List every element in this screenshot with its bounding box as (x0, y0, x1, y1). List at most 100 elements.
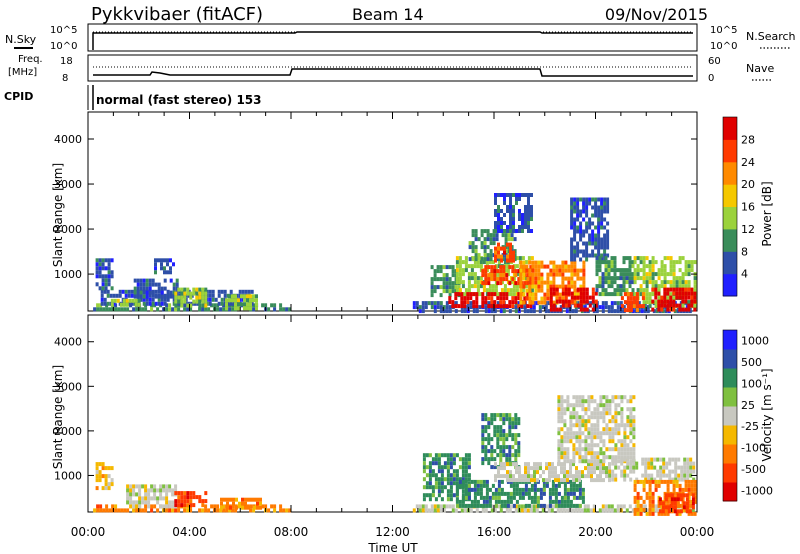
heatmap-cell (246, 294, 249, 299)
heatmap-cell (431, 489, 435, 494)
x-tick-label: 04:00 (172, 525, 207, 539)
heatmap-cell (126, 496, 130, 501)
heatmap-cell (628, 284, 632, 289)
heatmap-cell (678, 307, 682, 312)
heatmap-cell (590, 474, 593, 479)
heatmap-cell (494, 201, 497, 205)
heatmap-cell (195, 287, 199, 292)
heatmap-cell (521, 487, 525, 492)
heatmap-cell (183, 508, 187, 513)
power-ylabel: Slant Range [km] (51, 163, 65, 267)
heatmap-cell (600, 253, 604, 258)
heatmap-cell (145, 290, 149, 295)
heatmap-cell (552, 268, 556, 273)
heatmap-cell (201, 503, 205, 508)
heatmap-cell (524, 470, 527, 475)
heatmap-cell (594, 197, 598, 202)
heatmap-cell (430, 265, 434, 270)
heatmap-cell (264, 504, 268, 509)
heatmap-cell (582, 217, 586, 222)
heatmap-cell (608, 478, 611, 483)
heatmap-cell (651, 511, 655, 516)
heatmap-cell (591, 249, 595, 254)
heatmap-cell (576, 241, 580, 246)
heatmap-cell (682, 501, 686, 506)
heatmap-cell (580, 508, 584, 513)
heatmap-cell (597, 253, 601, 258)
heatmap-cell (138, 500, 142, 505)
heatmap-cell (514, 453, 518, 458)
heatmap-cell (581, 431, 585, 436)
heatmap-cell (461, 457, 465, 462)
heatmap-cell (597, 221, 601, 226)
heatmap-cell (512, 264, 516, 269)
heatmap-cell (626, 296, 630, 301)
heatmap-cell (663, 511, 667, 516)
heatmap-cell (163, 266, 166, 271)
heatmap-cell (508, 425, 512, 430)
heatmap-cell (428, 469, 432, 474)
heatmap-cell (566, 459, 570, 464)
heatmap-cell (285, 307, 289, 312)
heatmap-cell (617, 403, 621, 408)
heatmap-cell (561, 287, 565, 292)
heatmap-cell (138, 492, 142, 497)
heatmap-cell (588, 253, 592, 258)
heatmap-cell (458, 272, 462, 277)
heatmap-cell (607, 292, 611, 297)
heatmap-cell (109, 293, 113, 298)
heatmap-cell (127, 289, 131, 294)
heatmap-cell (660, 303, 664, 308)
heatmap-cell (669, 268, 673, 273)
heatmap-cell (500, 499, 504, 504)
heatmap-cell (481, 273, 485, 278)
nsky-label: N.Sky (5, 33, 37, 46)
heatmap-cell (126, 307, 130, 312)
heatmap-cell (607, 305, 611, 310)
heatmap-cell (144, 307, 148, 312)
heatmap-cell (594, 205, 598, 210)
heatmap-cell (616, 276, 620, 281)
heatmap-cell (527, 470, 530, 475)
heatmap-cell (585, 241, 589, 246)
heatmap-cell (497, 229, 500, 233)
heatmap-cell (620, 395, 624, 400)
heatmap-cell (427, 301, 431, 306)
heatmap-cell (154, 282, 158, 287)
heatmap-cell (629, 411, 633, 416)
heatmap-cell (564, 287, 568, 292)
heatmap-cell (596, 427, 600, 432)
heatmap-cell (98, 262, 102, 267)
heatmap-cell (247, 497, 250, 502)
heatmap-cell (515, 462, 518, 467)
heatmap-cell (588, 303, 592, 308)
heatmap-cell (509, 495, 513, 500)
heatmap-cell (590, 470, 593, 475)
heatmap-cell (139, 290, 143, 295)
heatmap-cell (467, 473, 471, 478)
heatmap-cell (620, 423, 624, 428)
heatmap-cell (160, 286, 164, 291)
heatmap-cell (540, 276, 544, 281)
heatmap-cell (145, 297, 149, 302)
heatmap-cell (114, 504, 118, 509)
heatmap-cell (253, 497, 256, 502)
heatmap-cell (557, 443, 561, 448)
heatmap-cell (460, 296, 464, 301)
heatmap-cell (563, 478, 566, 483)
heatmap-cell (610, 305, 614, 310)
heatmap-cell (497, 209, 500, 213)
heatmap-cell (222, 508, 226, 513)
heatmap-cell (660, 268, 664, 273)
heatmap-cell (644, 465, 648, 470)
heatmap-cell (593, 411, 597, 416)
heatmap-cell (623, 395, 627, 400)
heatmap-cell (523, 508, 527, 513)
heatmap-cell (645, 284, 649, 289)
heatmap-cell (628, 504, 632, 509)
heatmap-cell (554, 491, 558, 496)
heatmap-cell (569, 487, 573, 492)
heatmap-cell (579, 307, 583, 312)
heatmap-cell (201, 508, 205, 513)
heatmap-cell (586, 504, 590, 509)
